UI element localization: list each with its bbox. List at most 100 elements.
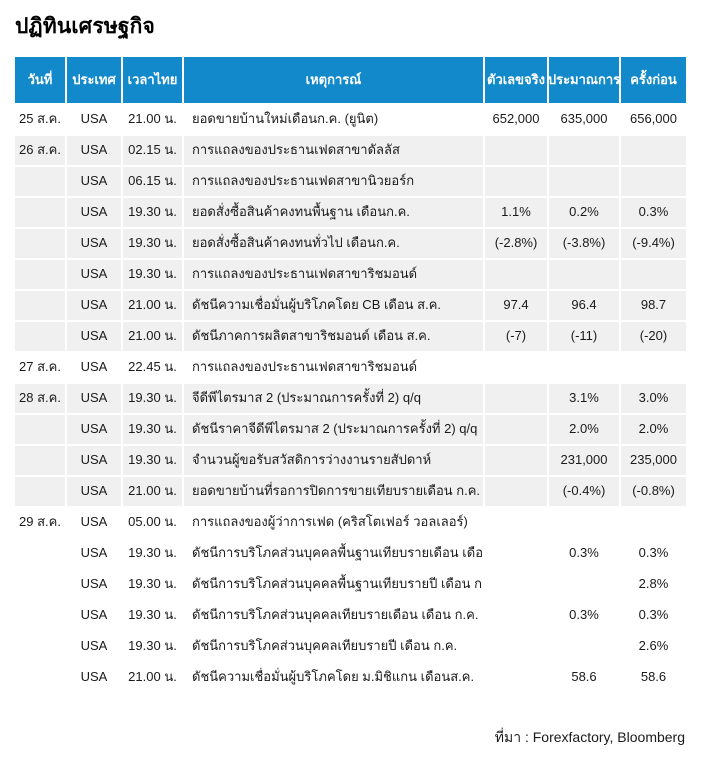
cell-forecast: (-3.8%) <box>549 229 619 258</box>
cell-time: 19.30 น. <box>123 198 182 227</box>
cell-event: การแถลงของประธานเฟดสาขาริชมอนด์ <box>184 260 483 289</box>
cell-event: การแถลงของผู้ว่าการเฟด (คริสโตเฟอร์ วอลเ… <box>184 508 483 537</box>
cell-time: 19.30 น. <box>123 415 182 444</box>
cell-event: จีดีพีไตรมาส 2 (ประมาณการครั้งที่ 2) q/q <box>184 384 483 413</box>
cell-previous: 0.3% <box>621 198 686 227</box>
cell-country: USA <box>67 415 121 444</box>
cell-country: USA <box>67 291 121 320</box>
cell-time: 02.15 น. <box>123 136 182 165</box>
cell-previous <box>621 260 686 289</box>
cell-event: ยอดสั่งซื้อสินค้าคงทนพื้นฐาน เดือนก.ค. <box>184 198 483 227</box>
table-header-row: วันที่ ประเทศ เวลาไทย เหตุการณ์ ตัวเลขจริง ปร… <box>15 57 686 103</box>
cell-previous: 0.3% <box>621 601 686 630</box>
cell-date: 29 ส.ค. <box>15 508 65 537</box>
cell-actual <box>485 167 547 196</box>
table-row: 26 ส.ค. USA 02.15 น. การแถลงของประธานเฟดสาข… <box>15 136 686 165</box>
table-row: USA 19.30 น. ดัชนีราคาจีดีพีไตรมาส 2 (ประม… <box>15 415 686 444</box>
cell-previous <box>621 508 686 537</box>
cell-actual <box>485 570 547 599</box>
cell-country: USA <box>67 136 121 165</box>
cell-previous: 2.6% <box>621 632 686 661</box>
cell-actual: 1.1% <box>485 198 547 227</box>
cell-time: 06.15 น. <box>123 167 182 196</box>
cell-date <box>15 446 65 475</box>
cell-actual <box>485 539 547 568</box>
table-row: 29 ส.ค. USA 05.00 น. การแถลงของผู้ว่าการเฟด… <box>15 508 686 537</box>
table-row: USA 19.30 น. ดัชนีการบริโภคส่วนบุคคลพื้นฐา… <box>15 570 686 599</box>
cell-country: USA <box>67 601 121 630</box>
cell-forecast <box>549 136 619 165</box>
column-header-actual: ตัวเลขจริง <box>485 57 547 103</box>
cell-actual: (-2.8%) <box>485 229 547 258</box>
table-row: 28 ส.ค. USA 19.30 น. จีดีพีไตรมาส 2 (ประมาณ… <box>15 384 686 413</box>
cell-time: 19.30 น. <box>123 229 182 258</box>
cell-time: 21.00 น. <box>123 663 182 692</box>
cell-event: ดัชนีความเชื่อมั่นผู้บริโภคโดย ม.มิชิแกน… <box>184 663 483 692</box>
table-body: 25 ส.ค. USA 21.00 น. ยอดขายบ้านใหม่เดือนก.ค… <box>15 105 686 692</box>
table-row: USA 19.30 น. การแถลงของประธานเฟดสาขาริชมอน… <box>15 260 686 289</box>
cell-forecast <box>549 353 619 382</box>
cell-forecast: 0.3% <box>549 601 619 630</box>
cell-previous <box>621 353 686 382</box>
cell-previous: (-20) <box>621 322 686 351</box>
cell-time: 19.30 น. <box>123 260 182 289</box>
cell-country: USA <box>67 632 121 661</box>
cell-time: 19.30 น. <box>123 446 182 475</box>
cell-country: USA <box>67 663 121 692</box>
cell-date <box>15 477 65 506</box>
cell-forecast <box>549 508 619 537</box>
table-row: USA 06.15 น. การแถลงของประธานเฟดสาขานิวยอร… <box>15 167 686 196</box>
cell-event: ยอดขายบ้านใหม่เดือนก.ค. (ยูนิต) <box>184 105 483 134</box>
cell-event: ดัชนีภาคการผลิตสาขาริชมอนด์ เดือน ส.ค. <box>184 322 483 351</box>
column-header-previous: ครั้งก่อน <box>621 57 686 103</box>
cell-event: ดัชนีการบริโภคส่วนบุคคลเทียบรายเดือน เดื… <box>184 601 483 630</box>
cell-date <box>15 198 65 227</box>
cell-forecast <box>549 570 619 599</box>
cell-forecast: 0.2% <box>549 198 619 227</box>
table-row: USA 19.30 น. ดัชนีการบริโภคส่วนบุคคลพื้นฐา… <box>15 539 686 568</box>
cell-date <box>15 260 65 289</box>
cell-actual <box>485 415 547 444</box>
cell-country: USA <box>67 477 121 506</box>
cell-event: ยอดสั่งซื้อสินค้าคงทนทั่วไป เดือนก.ค. <box>184 229 483 258</box>
column-header-forecast: ประมาณการ <box>549 57 619 103</box>
cell-actual: 97.4 <box>485 291 547 320</box>
cell-actual: (-7) <box>485 322 547 351</box>
cell-previous: (-9.4%) <box>621 229 686 258</box>
table-row: USA 19.30 น. ยอดสั่งซื้อสินค้าคงทนพื้นฐาน … <box>15 198 686 227</box>
cell-previous: 0.3% <box>621 539 686 568</box>
cell-time: 19.30 น. <box>123 570 182 599</box>
cell-forecast: (-11) <box>549 322 619 351</box>
table-row: 27 ส.ค. USA 22.45 น. การแถลงของประธานเฟดสาข… <box>15 353 686 382</box>
column-header-event: เหตุการณ์ <box>184 57 483 103</box>
cell-previous <box>621 136 686 165</box>
column-header-time: เวลาไทย <box>123 57 182 103</box>
cell-previous: 98.7 <box>621 291 686 320</box>
table-row: USA 19.30 น. จำนวนผู้ขอรับสวัสดิการว่างงาน… <box>15 446 686 475</box>
table-row: USA 21.00 น. ดัชนีความเชื่อมั่นผู้บริโภคโด… <box>15 291 686 320</box>
cell-date: 26 ส.ค. <box>15 136 65 165</box>
cell-date <box>15 415 65 444</box>
cell-date: 28 ส.ค. <box>15 384 65 413</box>
cell-forecast: 96.4 <box>549 291 619 320</box>
cell-actual <box>485 260 547 289</box>
cell-time: 21.00 น. <box>123 291 182 320</box>
cell-actual <box>485 384 547 413</box>
cell-country: USA <box>67 508 121 537</box>
table-row: USA 19.30 น. ดัชนีการบริโภคส่วนบุคคลเทียบร… <box>15 601 686 630</box>
cell-country: USA <box>67 105 121 134</box>
cell-actual: 652,000 <box>485 105 547 134</box>
cell-time: 21.00 น. <box>123 477 182 506</box>
cell-event: การแถลงของประธานเฟดสาขาดัลลัส <box>184 136 483 165</box>
cell-previous: 235,000 <box>621 446 686 475</box>
cell-event: ดัชนีราคาจีดีพีไตรมาส 2 (ประมาณการครั้งท… <box>184 415 483 444</box>
cell-previous: 3.0% <box>621 384 686 413</box>
table-row: USA 21.00 น. ยอดขายบ้านที่รอการปิดการขายเท… <box>15 477 686 506</box>
source-note: ที่มา : Forexfactory, Bloomberg <box>494 729 685 745</box>
cell-actual <box>485 477 547 506</box>
cell-country: USA <box>67 229 121 258</box>
cell-previous: 656,000 <box>621 105 686 134</box>
cell-event: ยอดขายบ้านที่รอการปิดการขายเทียบรายเดือน… <box>184 477 483 506</box>
cell-forecast: 0.3% <box>549 539 619 568</box>
cell-actual <box>485 632 547 661</box>
